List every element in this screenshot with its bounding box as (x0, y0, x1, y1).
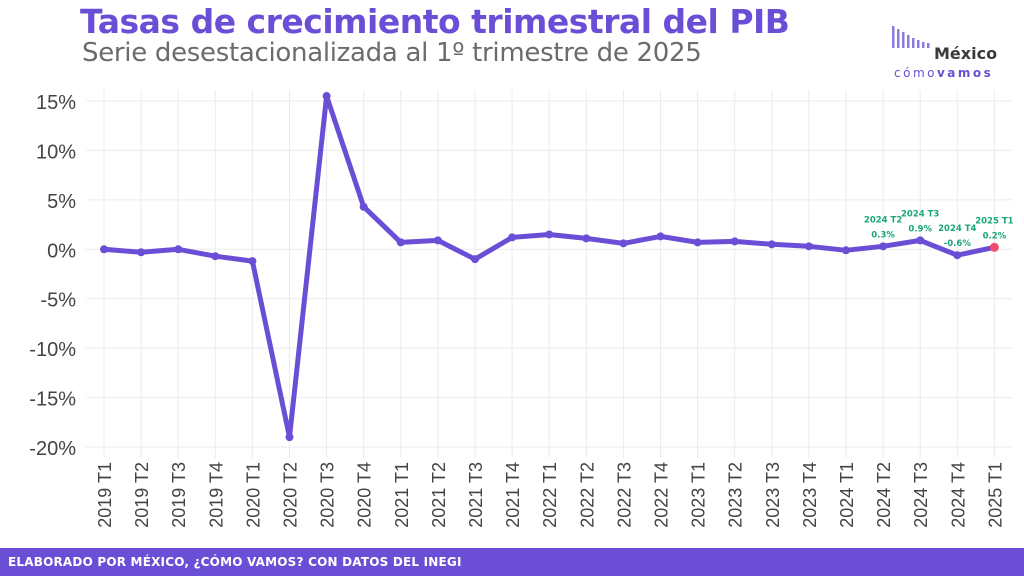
x-tick-label: 2023 T1 (689, 462, 709, 528)
annotation-value: 0.9% (908, 224, 932, 234)
x-tick-label: 2019 T2 (132, 462, 152, 528)
data-point (545, 230, 554, 239)
data-point (211, 252, 220, 261)
y-tick-label: -5% (40, 290, 76, 312)
data-point (767, 240, 776, 249)
data-point (842, 246, 850, 255)
data-point-highlight (989, 242, 999, 252)
y-tick-label: 15% (36, 92, 76, 114)
data-point (100, 245, 108, 254)
y-tick-label: -20% (29, 438, 76, 460)
data-point (804, 242, 813, 251)
chart-title: Tasas de crecimiento trimestral del PIB (80, 2, 790, 41)
data-point (174, 245, 183, 254)
x-tick-label: 2019 T1 (95, 462, 115, 528)
y-tick-label: 10% (36, 141, 76, 163)
x-tick-label: 2019 T4 (206, 462, 226, 528)
x-tick-label: 2023 T4 (800, 462, 820, 528)
x-tick-label: 2021 T3 (466, 462, 486, 528)
data-point (619, 239, 628, 248)
chart-subtitle: Serie desestacionalizada al 1º trimestre… (82, 38, 702, 68)
footer-bar: ELABORADO POR MÉXICO, ¿CÓMO VAMOS? CON D… (0, 548, 1024, 576)
annotation-label: 2025 T1 (975, 216, 1013, 226)
data-point (248, 257, 257, 266)
data-point (359, 202, 368, 211)
x-tick-label: 2024 T4 (948, 462, 968, 528)
data-point (137, 248, 146, 257)
data-point (322, 92, 331, 101)
data-point (285, 433, 294, 442)
logo-name: México (934, 44, 998, 63)
x-tick-label: 2024 T2 (874, 462, 894, 528)
logo-tagline-a: cómo (894, 66, 937, 80)
x-tick-label: 2022 T2 (577, 462, 597, 528)
y-tick-label: -15% (29, 389, 76, 411)
x-tick-label: 2021 T1 (392, 462, 412, 528)
data-point (953, 251, 962, 260)
data-point (730, 237, 739, 246)
data-point (582, 234, 591, 243)
logo-bars-icon (892, 26, 930, 48)
x-tick-label: 2022 T4 (652, 462, 672, 528)
x-tick-label: 2023 T3 (763, 462, 783, 528)
annotation-value: -0.6% (944, 239, 972, 249)
x-tick-label: 2020 T4 (355, 462, 375, 528)
x-tick-label: 2021 T2 (429, 462, 449, 528)
data-point (879, 242, 888, 251)
y-tick-label: -10% (29, 339, 76, 361)
data-point (693, 238, 702, 247)
data-point (471, 255, 479, 264)
x-tick-label: 2020 T2 (281, 462, 301, 528)
x-tick-label: 2021 T4 (503, 462, 523, 528)
x-tick-label: 2022 T3 (614, 462, 634, 528)
logo-tagline: cómovamos (894, 66, 993, 80)
x-tick-label: 2020 T1 (243, 462, 263, 528)
y-tick-label: 0% (47, 240, 76, 262)
data-point (396, 238, 405, 247)
data-point (916, 236, 925, 245)
annotation-label: 2024 T2 (864, 215, 902, 225)
x-tick-label: 2025 T1 (985, 462, 1005, 528)
y-tick-label: 5% (47, 191, 76, 213)
line-chart: 15% 10% 5% 0% -5% -10% -15% -20% 2019 T1 2019 T2 2… (29, 90, 1014, 528)
annotation-label: 2024 T4 (938, 224, 976, 234)
x-tick-label: 2023 T2 (726, 462, 746, 528)
logo-tagline-b: vamos (936, 66, 994, 80)
x-tick-label: 2022 T1 (540, 462, 560, 528)
annotation-value: 0.2% (983, 231, 1007, 241)
annotation-value: 0.3% (871, 230, 895, 240)
x-tick-label: 2024 T3 (911, 462, 931, 528)
x-tick-label: 2020 T3 (318, 462, 338, 528)
footer-credit: ELABORADO POR MÉXICO, ¿CÓMO VAMOS? CON D… (8, 555, 462, 569)
x-tick-label: 2024 T1 (837, 462, 857, 528)
x-tick-label: 2019 T3 (169, 462, 189, 528)
annotation-label: 2024 T3 (901, 209, 939, 219)
data-point (656, 232, 665, 241)
data-point (433, 236, 442, 245)
data-point (508, 233, 517, 242)
